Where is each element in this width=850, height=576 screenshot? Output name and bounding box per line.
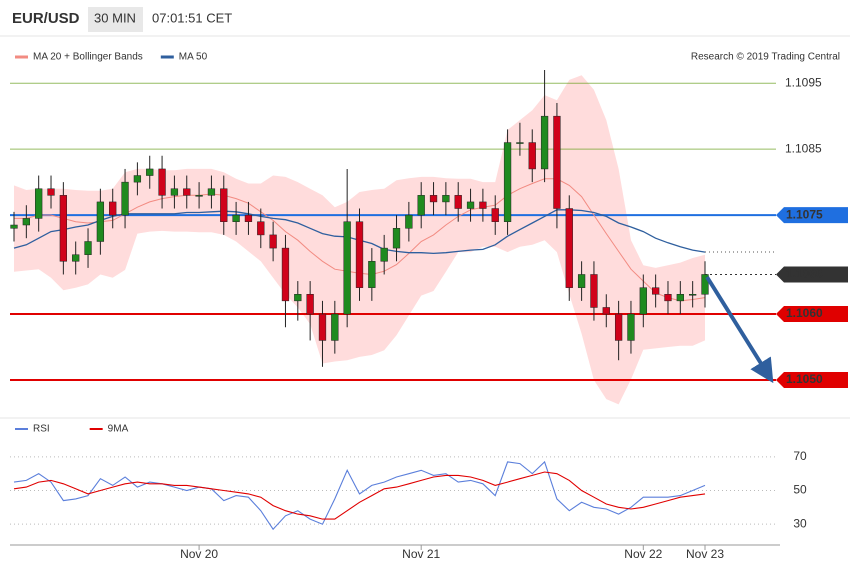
- candle-body: [72, 254, 80, 262]
- level-tag: [776, 207, 848, 224]
- candle-body: [232, 214, 240, 222]
- x-tick-label: Nov 22: [624, 547, 662, 561]
- x-tick-label: Nov 21: [402, 547, 440, 561]
- candle-body: [195, 195, 203, 197]
- candle-body: [602, 307, 610, 315]
- legend-label: RSI: [33, 424, 50, 435]
- candle-body: [257, 221, 265, 236]
- level-label: 1.1095: [785, 75, 822, 89]
- candle-body: [170, 188, 179, 196]
- candle-body: [96, 201, 105, 242]
- legend-label: 9MA: [108, 424, 129, 435]
- candle-body: [220, 188, 228, 222]
- candle-body: [651, 287, 660, 295]
- candle-body: [133, 175, 142, 183]
- x-tick-label: Nov 20: [180, 547, 218, 561]
- candle-body: [158, 168, 166, 196]
- candle-body: [442, 195, 450, 203]
- candle-body: [491, 208, 499, 222]
- candle-body: [466, 201, 475, 209]
- level-label: 1.1050: [786, 372, 823, 386]
- y-tick-label: 70: [793, 449, 807, 463]
- level-label: 1.1066: [786, 267, 823, 281]
- y-tick-label: 30: [793, 516, 807, 530]
- level-tag: [776, 306, 848, 323]
- candle-body: [540, 115, 549, 170]
- candle-body: [565, 208, 573, 288]
- y-tick-label: 50: [793, 483, 807, 497]
- level-tag: [776, 266, 848, 283]
- candle-body: [689, 294, 697, 296]
- candle-body: [590, 274, 598, 308]
- indicator-line: [13, 471, 706, 520]
- candle-body: [22, 218, 30, 226]
- candle-body: [84, 241, 92, 255]
- x-tick-label: Nov 23: [686, 547, 724, 561]
- candle-body: [146, 168, 154, 176]
- candle-body: [553, 115, 561, 209]
- candle-body: [614, 313, 623, 341]
- candle-body: [701, 274, 709, 295]
- level-label: 1.1060: [786, 306, 823, 320]
- candle-body: [627, 313, 635, 341]
- level-tag: [776, 372, 848, 389]
- candle-body: [577, 274, 586, 288]
- legend-label: MA 50: [179, 52, 208, 63]
- candle-body: [405, 214, 413, 229]
- candle-body: [392, 228, 401, 249]
- indicator-line: [13, 460, 706, 531]
- candle-body: [429, 195, 438, 203]
- credit: Research © 2019 Trading Central: [691, 52, 840, 63]
- candle-body: [528, 142, 536, 170]
- candle-body: [306, 294, 314, 315]
- candle-body: [454, 195, 462, 209]
- candle-body: [109, 201, 117, 216]
- legend-label: MA 20 + Bollinger Bands: [33, 52, 143, 63]
- candle-body: [343, 221, 351, 315]
- candle-body: [676, 294, 684, 302]
- candle-body: [183, 188, 191, 196]
- candle-body: [331, 313, 339, 341]
- level-label: 1.1085: [785, 141, 822, 155]
- candle-body: [503, 142, 512, 222]
- interval-box: [88, 7, 143, 32]
- candle-body: [318, 313, 327, 341]
- candle-body: [10, 224, 18, 229]
- candle-body: [47, 188, 55, 196]
- candle-body: [244, 214, 253, 222]
- interval: 30 MIN: [94, 10, 136, 25]
- candle-body: [355, 221, 364, 288]
- candle-body: [35, 188, 43, 219]
- candle-body: [368, 261, 376, 288]
- candle-body: [380, 247, 388, 262]
- candle-body: [516, 142, 524, 144]
- candle-body: [59, 195, 68, 262]
- candle-body: [281, 247, 290, 302]
- candle-body: [639, 287, 647, 315]
- candle-body: [294, 294, 302, 302]
- level-label: 1.1075: [786, 207, 823, 221]
- candle-body: [121, 181, 129, 216]
- candle-body: [664, 294, 672, 302]
- forecast-arrow: [705, 275, 774, 384]
- candle-body: [207, 188, 216, 196]
- time: 07:01:51 CET: [152, 10, 232, 25]
- marks-layer: MA 20 + Bollinger Bands MA 50 1.1095 1.1085…: [10, 52, 848, 561]
- candle-body: [269, 234, 277, 249]
- candle-body: [479, 201, 487, 209]
- candle-body: [417, 195, 425, 216]
- symbol: EUR/USD: [12, 10, 80, 27]
